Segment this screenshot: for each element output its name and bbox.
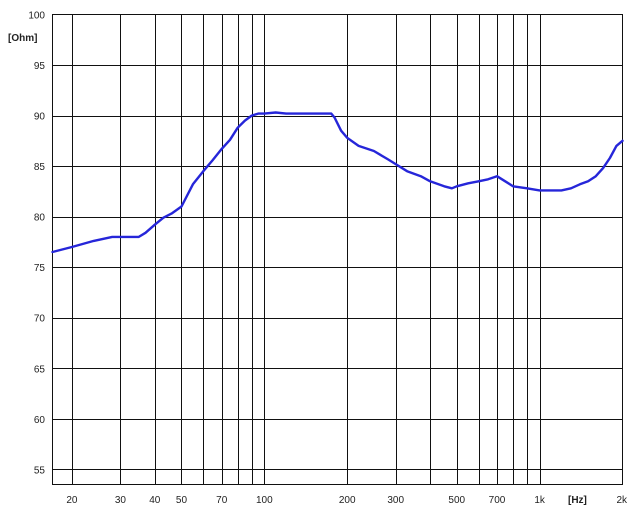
y-axis-unit-label: [Ohm] xyxy=(8,33,37,44)
y-tick-label: 85 xyxy=(34,162,46,173)
y-tick-label: 55 xyxy=(34,465,46,476)
x-tick-label: 20 xyxy=(66,495,78,506)
impedance-curve xyxy=(51,111,624,254)
grid-lines xyxy=(52,14,623,485)
y-tick-label: 80 xyxy=(34,213,46,224)
x-tick-label: 40 xyxy=(149,495,161,506)
y-tick-label: 60 xyxy=(34,415,46,426)
x-tick-label: 1k xyxy=(534,495,546,506)
x-tick-label: 200 xyxy=(339,495,356,506)
y-tick-label: 100 xyxy=(28,11,45,22)
x-tick-label: 2k xyxy=(616,495,628,506)
x-tick-label: 70 xyxy=(216,495,228,506)
tick-labels: 100 95 90 85 80 75 70 65 60 55 20 30 40 50 70 100 200 300… xyxy=(28,11,628,507)
plot-frame xyxy=(52,14,623,485)
y-tick-label: 65 xyxy=(34,364,46,375)
x-tick-label: 50 xyxy=(176,495,188,506)
y-tick-label: 70 xyxy=(34,314,46,325)
y-tick-label: 95 xyxy=(34,61,46,72)
x-tick-label: 700 xyxy=(489,495,506,506)
x-tick-label: 500 xyxy=(448,495,465,506)
x-axis-unit-label: [Hz] xyxy=(568,495,587,506)
x-tick-label: 30 xyxy=(115,495,127,506)
x-tick-label: 300 xyxy=(387,495,404,506)
y-tick-label: 75 xyxy=(34,263,46,274)
y-tick-label: 90 xyxy=(34,112,46,123)
curve-layer xyxy=(51,111,624,254)
x-tick-label: 100 xyxy=(256,495,273,506)
